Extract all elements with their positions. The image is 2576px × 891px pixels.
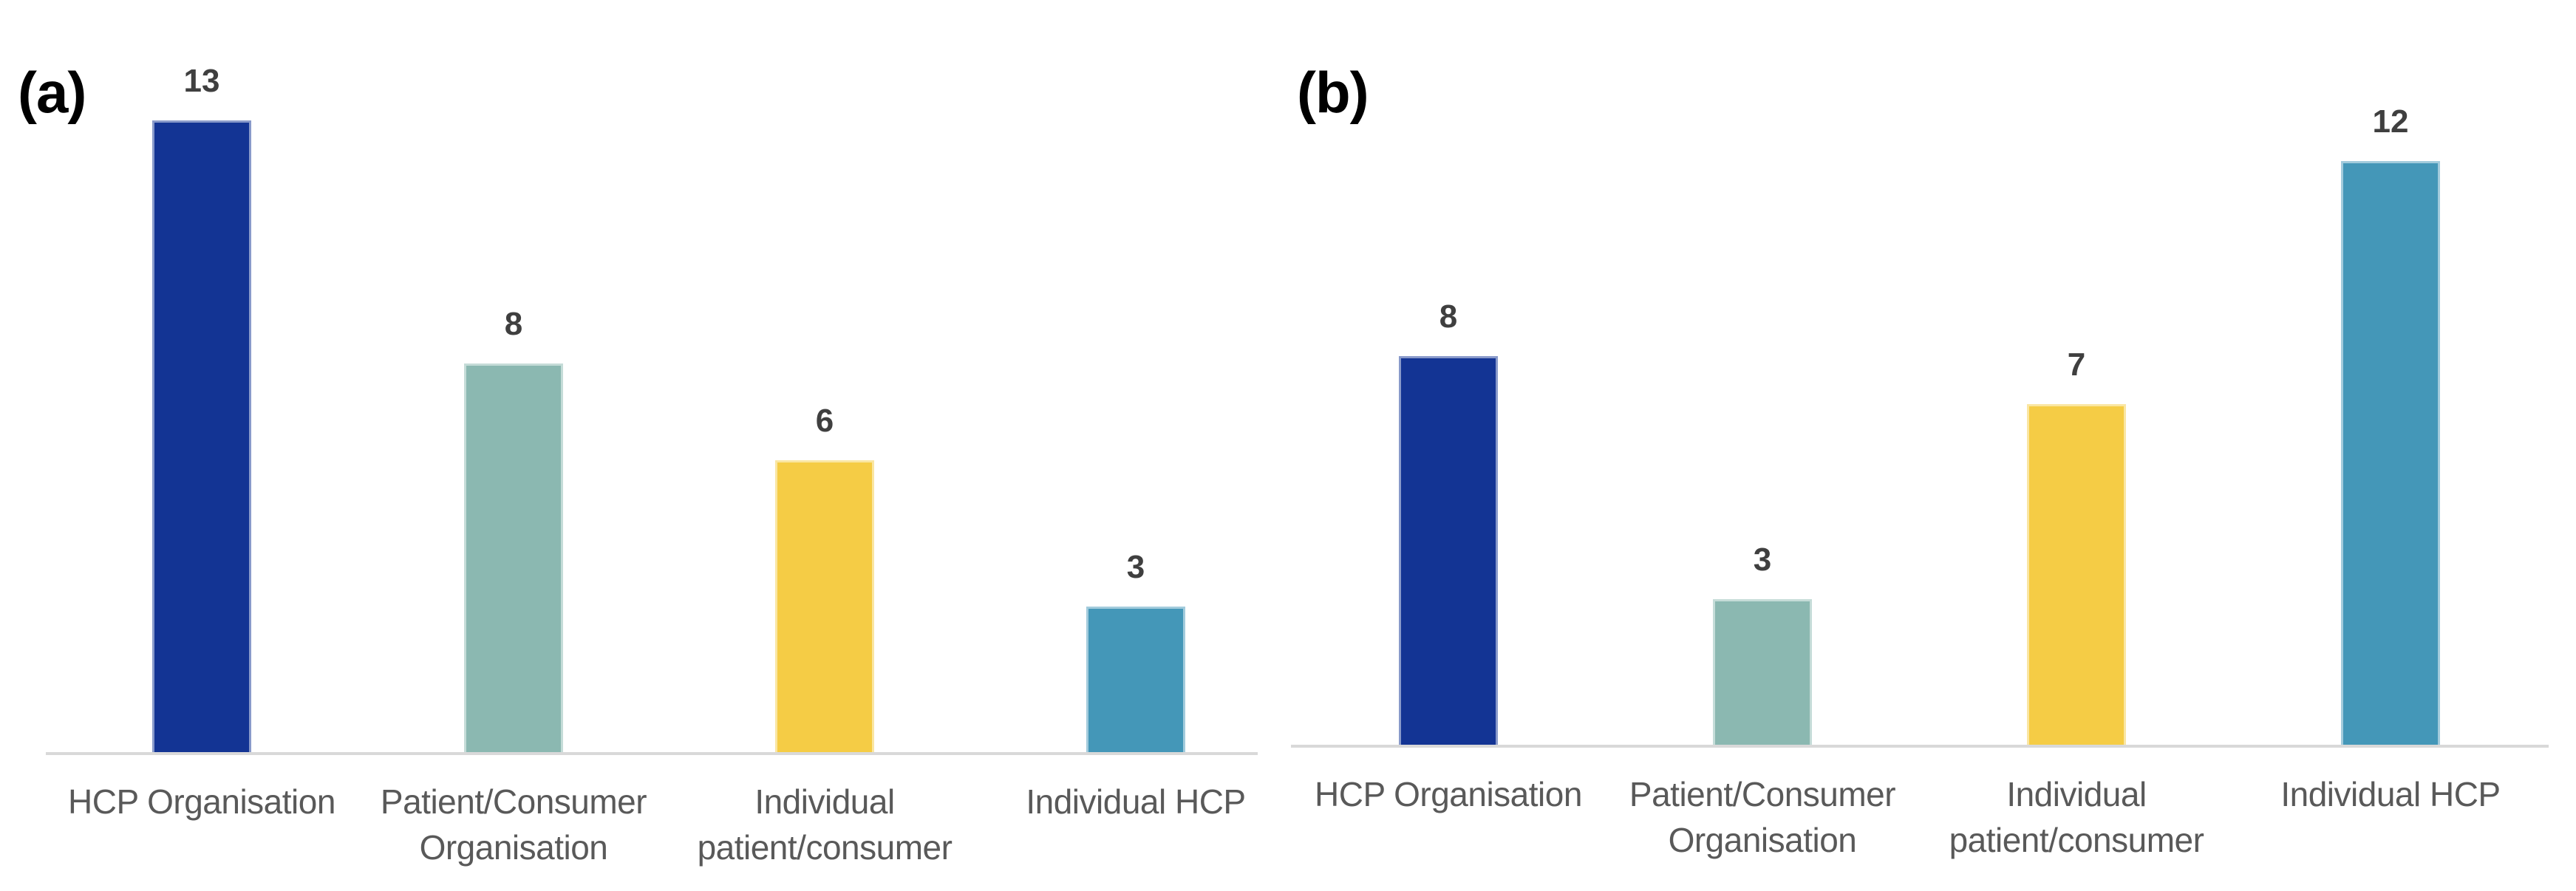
category-label-line: Individual <box>2006 775 2147 813</box>
category-label: HCP Organisation <box>32 779 372 825</box>
category-label: Individual patient/consumer <box>655 779 995 870</box>
category-label-line: Individual HCP <box>2280 775 2501 813</box>
panel-label-a: (a) <box>18 60 86 125</box>
category-label: Patient/Consumer Organisation <box>1592 771 1932 863</box>
category-label: Individual HCP <box>2221 771 2560 817</box>
bar-individual-hcp <box>2341 161 2440 745</box>
category-label-line: patient/consumer <box>697 828 953 867</box>
panel-label-b: (b) <box>1297 60 1369 125</box>
x-axis-line <box>46 752 1258 755</box>
value-label: 3 <box>1753 542 1772 578</box>
bar-individual-hcp <box>1086 607 1185 752</box>
category-label-line: HCP Organisation <box>68 782 335 821</box>
value-label: 8 <box>504 306 523 342</box>
category-label-line: Patient/Consumer <box>1629 775 1896 813</box>
category-label-line: Patient/Consumer <box>380 782 647 821</box>
value-label: 3 <box>1126 549 1145 585</box>
bar-hcp-organisation <box>1399 356 1498 745</box>
bar-patient-consumer-organisation <box>464 363 563 752</box>
category-label: Patient/Consumer Organisation <box>344 779 684 870</box>
value-label: 13 <box>183 63 220 99</box>
category-label: Individual HCP <box>966 779 1306 825</box>
bar-patient-consumer-organisation <box>1713 599 1812 745</box>
category-label-line: Individual HCP <box>1026 782 1246 821</box>
category-label: Individual patient/consumer <box>1907 771 2246 863</box>
value-label: 7 <box>2067 346 2086 383</box>
value-label: 12 <box>2372 103 2409 140</box>
bar-individual-patient-consumer <box>2027 404 2126 745</box>
category-label-line: Individual <box>754 782 895 821</box>
bar-hcp-organisation <box>152 120 251 752</box>
x-axis-line <box>1291 745 2549 748</box>
category-label-line: HCP Organisation <box>1315 775 1582 813</box>
category-label-line: Organisation <box>1668 821 1857 859</box>
value-label: 8 <box>1439 298 1458 335</box>
bar-individual-patient-consumer <box>775 460 874 752</box>
category-label-line: Organisation <box>419 828 608 867</box>
category-label-line: patient/consumer <box>1949 821 2204 859</box>
value-label: 6 <box>815 403 834 439</box>
category-label: HCP Organisation <box>1278 771 1618 817</box>
